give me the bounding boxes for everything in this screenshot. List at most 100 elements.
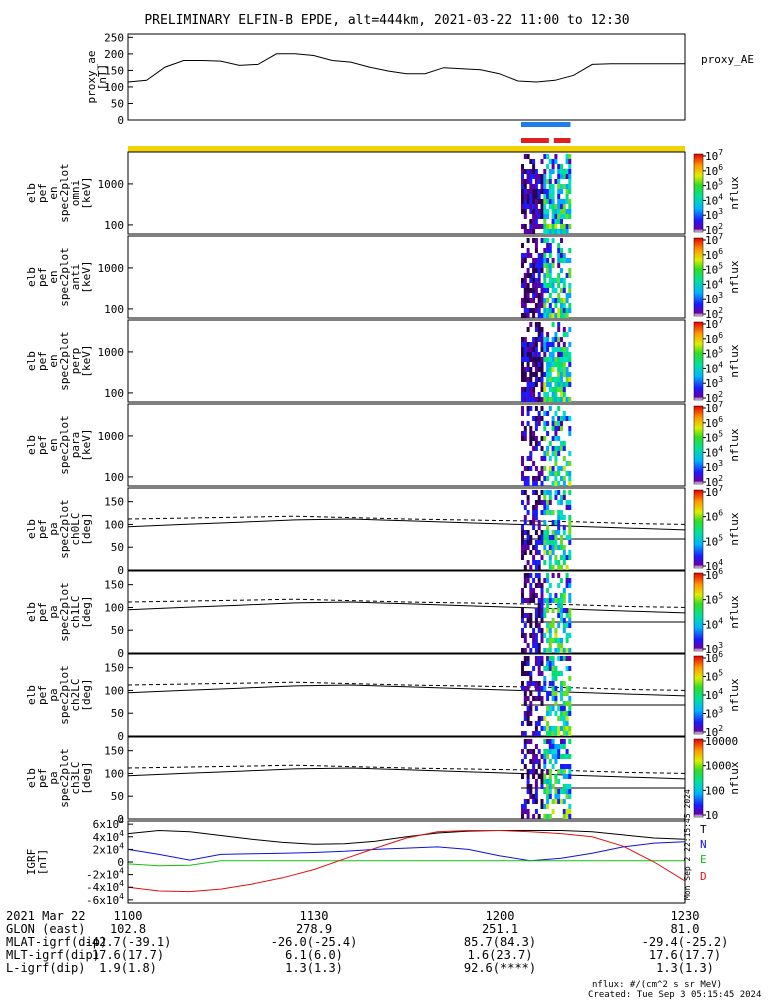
- colorbar-tick-label: 107: [705, 232, 723, 247]
- spectrogram-cell: [529, 623, 533, 628]
- spectrogram-cell: [543, 550, 547, 555]
- spectrogram-cell: [557, 387, 561, 392]
- spectrogram-cell: [557, 490, 561, 495]
- spectrogram-cell: [568, 540, 572, 545]
- spectrogram-cell: [551, 565, 555, 570]
- spectrogram-cell: [551, 194, 555, 199]
- spectrogram-cell: [529, 520, 533, 525]
- spectrogram-cell: [534, 613, 538, 618]
- spectrogram-cell: [560, 643, 563, 648]
- spectrogram-cell: [548, 540, 552, 545]
- spectrogram-cell: [562, 628, 566, 633]
- spectrogram-cell: [551, 258, 555, 263]
- spectrogram-cell: [540, 701, 544, 706]
- panel-ylabel: elbpefpaspec2plotch1LC[deg]: [25, 582, 93, 642]
- spectrogram-cell: [537, 293, 541, 298]
- spectrogram-cell: [548, 565, 552, 570]
- footer-value: 1200: [486, 909, 515, 923]
- spectrogram-cell: [532, 436, 536, 441]
- spectrogram-cell: [521, 540, 524, 545]
- spectrogram-cell: [521, 179, 524, 184]
- spectrogram-cell: [560, 248, 563, 253]
- colorbar-tick-label: 107: [705, 484, 723, 499]
- spectrogram-cell: [546, 199, 550, 204]
- spectrogram-cell: [540, 377, 544, 382]
- spectrogram-cell: [526, 377, 530, 382]
- spectrogram-cell: [543, 288, 547, 293]
- spectrogram-cell: [529, 456, 533, 461]
- spectrogram-cell: [551, 618, 555, 623]
- spectrogram-cell: [534, 347, 538, 352]
- figure-title: PRELIMINARY ELFIN-B EPDE, alt=444km, 202…: [144, 13, 629, 28]
- spectrogram-cell: [565, 701, 569, 706]
- spectrogram-cell: [554, 154, 558, 159]
- spectrogram-cell: [540, 754, 544, 759]
- spectrogram-cell: [537, 525, 541, 530]
- colorbar-tick-label: 106: [705, 650, 723, 665]
- spectrogram-cell: [526, 397, 530, 402]
- spectrogram-cell: [537, 263, 541, 268]
- spectrogram-cell: [554, 540, 558, 545]
- spectrogram-cell: [532, 283, 536, 288]
- spectrogram-cell: [537, 308, 541, 313]
- ae-ylabel: proxy_ae[nT]: [85, 51, 109, 104]
- spectrogram-cell: [554, 696, 558, 701]
- spectrogram-cell: [554, 754, 558, 759]
- spectrogram-cell: [568, 476, 572, 481]
- spectrogram-cell: [534, 416, 538, 421]
- igrf-legend-entry: N: [700, 838, 707, 851]
- spectrogram-cell: [546, 431, 550, 436]
- status-bar: [128, 146, 685, 152]
- spectrogram-cell: [537, 666, 541, 671]
- spectrogram-cell: [565, 382, 569, 387]
- spectrogram-cell: [543, 204, 547, 209]
- colorbar-tick-label: 102: [705, 390, 723, 405]
- spectrogram-cell: [521, 671, 524, 676]
- spectrogram-cell: [529, 759, 533, 764]
- spectrogram-cell: [529, 392, 533, 397]
- spectrogram-cell: [568, 633, 572, 638]
- spectrogram-cell: [529, 739, 533, 744]
- spectrogram-cell: [534, 248, 538, 253]
- spectrogram-cell: [534, 446, 538, 451]
- spectrogram-cell: [562, 278, 566, 283]
- spectrogram-cell: [523, 764, 527, 769]
- spectrogram-cell: [529, 789, 533, 794]
- spectrogram-cell: [562, 367, 566, 372]
- spectrogram-cell: [532, 347, 536, 352]
- igrf-panel: -6x104-4x104-2x10402x1044x1046x104IGRF[n…: [25, 816, 707, 907]
- spectrogram-cell: [532, 204, 536, 209]
- spectrogram-cell: [526, 809, 530, 814]
- spectrogram-cell: [560, 367, 563, 372]
- spectrogram-cell: [548, 510, 552, 515]
- spectrogram-cell: [562, 214, 566, 219]
- spectrogram-cell: [557, 560, 561, 565]
- spectrogram-cell: [560, 754, 563, 759]
- spectrogram-cell: [537, 416, 541, 421]
- spectrogram-cell: [529, 357, 533, 362]
- panel-ytick-label: 50: [111, 541, 124, 554]
- footer-row-label: 2021 Mar 22: [6, 909, 85, 923]
- spectrogram-cell: [532, 545, 536, 550]
- spectrogram-cell: [532, 588, 536, 593]
- spectrogram-panel: 1001000elbpefenspec2plotpara[keV]1021031…: [25, 400, 741, 489]
- spectrogram-cell: [521, 598, 524, 603]
- spectrogram-cell: [568, 204, 572, 209]
- spectrogram-cell: [526, 273, 530, 278]
- spectrogram-cell: [546, 268, 550, 273]
- spectrogram-cell: [523, 288, 527, 293]
- spectrogram-cell: [523, 598, 527, 603]
- spectrogram-cell: [540, 303, 544, 308]
- spectrogram-cell: [523, 466, 527, 471]
- spectrogram-cell: [546, 194, 550, 199]
- spectrogram-cell: [543, 476, 547, 481]
- spectrogram-cell: [526, 204, 530, 209]
- spectrogram-cell: [546, 298, 550, 303]
- anti-loss-cone-line: [127, 515, 686, 525]
- spectrogram-cell: [526, 342, 530, 347]
- spectrogram-cell: [546, 397, 550, 402]
- spectrogram-cell: [557, 671, 561, 676]
- spectrogram-cell: [546, 638, 550, 643]
- colorbar-tick-label: 105: [705, 262, 723, 277]
- spectrogram-cell: [562, 774, 566, 779]
